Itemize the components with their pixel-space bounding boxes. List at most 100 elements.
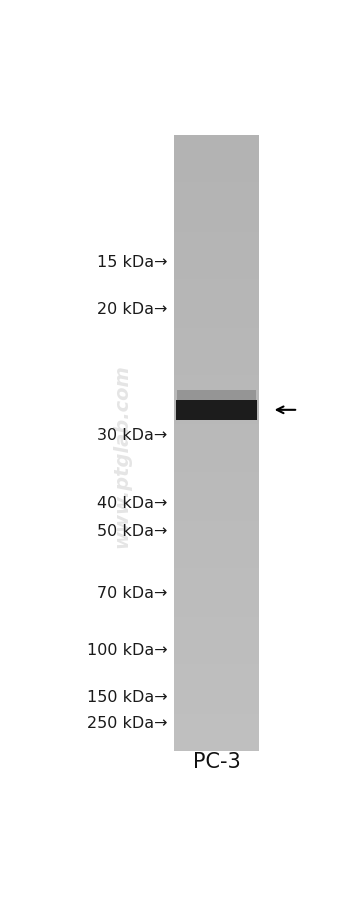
- Bar: [174, 505, 258, 507]
- Bar: [174, 291, 258, 294]
- Bar: [174, 560, 258, 562]
- Bar: [174, 173, 258, 175]
- Bar: [174, 425, 258, 427]
- Bar: [174, 400, 258, 402]
- Bar: [174, 304, 258, 306]
- Bar: [174, 394, 258, 396]
- Bar: [174, 230, 258, 233]
- Bar: [174, 407, 258, 409]
- Bar: [174, 300, 258, 302]
- Bar: [174, 628, 258, 630]
- Bar: [174, 702, 258, 704]
- Bar: [174, 235, 258, 236]
- Bar: [174, 283, 258, 286]
- Bar: [174, 296, 258, 298]
- Bar: [174, 249, 258, 251]
- Bar: [174, 570, 258, 573]
- Bar: [174, 654, 258, 657]
- Bar: [174, 618, 258, 620]
- Bar: [174, 741, 258, 742]
- Bar: [174, 427, 258, 429]
- Bar: [174, 676, 258, 679]
- Bar: [174, 146, 258, 148]
- Bar: [174, 634, 258, 636]
- Text: 15 kDa→: 15 kDa→: [97, 255, 168, 270]
- Bar: [174, 447, 258, 449]
- Bar: [174, 679, 258, 681]
- Bar: [174, 556, 258, 558]
- Bar: [174, 657, 258, 658]
- Bar: [174, 412, 258, 415]
- Bar: [174, 272, 258, 273]
- Bar: [174, 396, 258, 399]
- Bar: [174, 694, 258, 695]
- Bar: [174, 214, 258, 216]
- Bar: [174, 597, 258, 599]
- Bar: [174, 207, 258, 210]
- Bar: [174, 491, 258, 492]
- Bar: [174, 220, 258, 222]
- Bar: [174, 402, 258, 404]
- Bar: [174, 667, 258, 668]
- Bar: [174, 390, 258, 392]
- Bar: [174, 333, 258, 335]
- Bar: [174, 492, 258, 494]
- Bar: [174, 665, 258, 667]
- Bar: [174, 218, 258, 220]
- Bar: [174, 243, 258, 244]
- Bar: [174, 486, 258, 488]
- Bar: [174, 749, 258, 750]
- Bar: [174, 345, 258, 347]
- Bar: [174, 143, 258, 144]
- Bar: [174, 483, 258, 484]
- Bar: [174, 613, 258, 615]
- Bar: [174, 323, 258, 325]
- Bar: [174, 267, 258, 269]
- Bar: [174, 181, 258, 183]
- Bar: [174, 581, 258, 583]
- Bar: [174, 683, 258, 686]
- Bar: [174, 159, 258, 161]
- Bar: [174, 595, 258, 597]
- Bar: [174, 546, 258, 548]
- Bar: [174, 410, 258, 412]
- Bar: [174, 452, 258, 454]
- Bar: [174, 712, 258, 713]
- Bar: [174, 224, 258, 226]
- Bar: [174, 136, 258, 750]
- Bar: [174, 378, 258, 380]
- Bar: [174, 646, 258, 649]
- Bar: [174, 691, 258, 694]
- Bar: [174, 632, 258, 634]
- Bar: [174, 562, 258, 565]
- Bar: [174, 376, 258, 378]
- Text: 70 kDa→: 70 kDa→: [97, 585, 168, 601]
- Bar: [174, 640, 258, 642]
- Bar: [174, 663, 258, 665]
- Bar: [174, 359, 258, 362]
- Bar: [174, 638, 258, 640]
- Bar: [174, 286, 258, 288]
- Bar: [174, 148, 258, 151]
- Bar: [174, 179, 258, 181]
- Bar: [174, 497, 258, 499]
- Bar: [175, 400, 257, 420]
- Bar: [174, 501, 258, 502]
- Bar: [174, 552, 258, 554]
- Bar: [174, 388, 258, 390]
- Bar: [174, 259, 258, 261]
- Bar: [174, 607, 258, 610]
- Bar: [174, 261, 258, 263]
- Bar: [174, 372, 258, 373]
- Bar: [174, 548, 258, 550]
- Bar: [174, 384, 258, 386]
- Bar: [174, 331, 258, 333]
- Bar: [174, 354, 258, 355]
- Bar: [174, 437, 258, 439]
- Bar: [174, 699, 258, 702]
- Bar: [174, 705, 258, 708]
- Bar: [174, 312, 258, 314]
- Bar: [174, 238, 258, 241]
- Bar: [174, 644, 258, 646]
- Bar: [174, 212, 258, 214]
